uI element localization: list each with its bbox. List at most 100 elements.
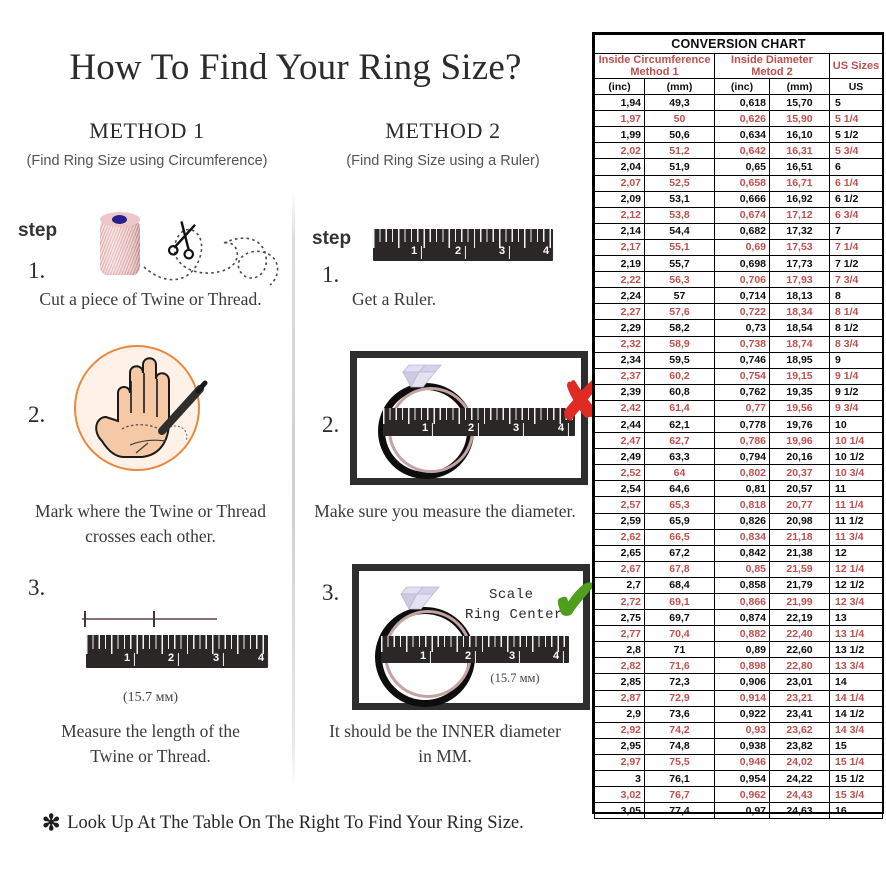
cell-us-size: 10 1/4: [829, 432, 883, 450]
cell-circumference-inches: 2,59: [594, 512, 645, 530]
cell-diameter-mm: 24,02: [769, 753, 830, 772]
group-header-line1: Inside Circumference: [598, 54, 711, 67]
table-row: 2,67 67,8 0,85 21,59 12 1/4: [594, 560, 883, 578]
table-row: 1,97 50 0,626 15,90 5 1/4: [594, 110, 883, 128]
cell-circumference-inches: 2,67: [594, 560, 645, 578]
cell-circumference-mm: 65,3: [644, 496, 715, 514]
cell-circumference-inches: 2,49: [594, 448, 645, 466]
cell-diameter-inches: 0,738: [714, 335, 770, 353]
cell-circumference-inches: 2,82: [594, 657, 645, 675]
cell-circumference-inches: 2,24: [594, 287, 645, 305]
cell-diameter-mm: 20,37: [769, 464, 830, 482]
table-row: 2,14 54,4 0,682 17,32 7: [594, 222, 883, 240]
method-2-column: METHOD 2 (Find Ring Size using a Ruler): [298, 118, 588, 169]
ruler-tick-2: 2: [454, 245, 467, 260]
table-row: 2,27 57,6 0,722 18,34 8 1/4: [594, 303, 883, 321]
cell-diameter-mm: 21,79: [769, 576, 830, 595]
ruler-icon-method2-step3: 1 2 3 4: [381, 636, 569, 664]
ruler-tick-1: 1: [410, 245, 423, 260]
cell-us-size: 7 1/4: [829, 238, 883, 257]
cell-us-size: 6 1/4: [829, 174, 883, 192]
table-row: 2,09 53,1 0,666 16,92 6 1/2: [594, 190, 883, 208]
scale-label-line1: Scale: [489, 587, 534, 603]
conversion-chart-title: CONVERSION CHART: [594, 34, 883, 54]
cell-circumference-inches: 2,12: [594, 206, 645, 224]
cell-diameter-inches: 0,898: [714, 657, 770, 675]
cell-diameter-mm: 22,60: [769, 641, 830, 659]
unit-header-circ-inc: (inc): [594, 77, 645, 96]
table-row: 2,29 58,2 0,73 18,54 8 1/2: [594, 319, 883, 337]
cell-diameter-inches: 0,906: [714, 673, 770, 691]
cell-us-size: 8 1/2: [829, 319, 883, 337]
cell-us-size: 6 1/2: [829, 190, 883, 208]
cell-diameter-mm: 23,41: [769, 705, 830, 723]
cell-us-size: 12 1/4: [829, 560, 883, 578]
cell-diameter-inches: 0,69: [714, 238, 770, 257]
table-row: 2,62 66,5 0,834 21,18 11 3/4: [594, 528, 883, 546]
twine-spool-scissors-icon: [88, 205, 293, 290]
cell-diameter-mm: 20,77: [769, 496, 830, 514]
table-row: 2,75 69,7 0,874 22,19 13: [594, 609, 883, 627]
cell-circumference-inches: 2,9: [594, 705, 645, 723]
cell-diameter-inches: 0,954: [714, 770, 770, 788]
cell-circumference-inches: 2,39: [594, 383, 645, 401]
cell-us-size: 15: [829, 737, 883, 755]
cell-diameter-mm: 23,62: [769, 721, 830, 739]
cell-diameter-mm: 17,53: [769, 238, 830, 257]
cell-diameter-mm: 21,99: [769, 592, 830, 611]
cell-diameter-mm: 22,19: [769, 609, 830, 627]
table-row: 2,72 69,1 0,866 21,99 12 3/4: [594, 592, 883, 611]
cell-circumference-inches: 2,77: [594, 625, 645, 643]
table-row: 2,37 60,2 0,754 19,15 9 1/4: [594, 367, 883, 385]
cell-diameter-mm: 16,10: [769, 126, 830, 144]
method-1-step-2-caption-line2: crosses each other.: [85, 526, 216, 546]
cell-diameter-inches: 0,826: [714, 512, 770, 530]
table-row: 2,34 59,5 0,746 18,95 9: [594, 351, 883, 369]
cell-us-size: 5 1/4: [829, 110, 883, 128]
cell-circumference-mm: 74,2: [644, 721, 715, 739]
conversion-table-body: 1,94 49,3 0,618 15,70 5 1,97 50 0,626 15,90 5 1/4…: [594, 94, 883, 820]
cell-diameter-inches: 0,874: [714, 609, 770, 627]
cell-diameter-inches: 0,946: [714, 753, 770, 772]
ruler-tick-4: 4: [542, 245, 555, 260]
method-1-step-3-caption-line1: Measure the length of the: [61, 721, 240, 741]
cell-diameter-mm: 21,18: [769, 528, 830, 546]
method-1-step-1-caption: Cut a piece of Twine or Thread.: [39, 289, 262, 309]
ruler-tick-4: 4: [557, 422, 570, 437]
cell-diameter-mm: 22,40: [769, 625, 830, 643]
instructions-panel: How To Find Your Ring Size? METHOD 1 (Fi…: [18, 47, 605, 835]
cell-circumference-mm: 55,7: [644, 255, 715, 273]
cell-circumference-mm: 58,9: [644, 335, 715, 353]
method-2-step-1-number: 1.: [322, 262, 340, 287]
cell-diameter-inches: 0,922: [714, 705, 770, 723]
cell-circumference-mm: 72,9: [644, 689, 715, 707]
cell-diameter-mm: 17,32: [769, 222, 830, 240]
table-row: 2,9 73,6 0,922 23,41 14 1/2: [594, 705, 883, 723]
cell-us-size: 16: [829, 802, 883, 820]
cell-circumference-mm: 59,5: [644, 351, 715, 369]
cell-us-size: 7: [829, 222, 883, 240]
cell-diameter-mm: 19,76: [769, 415, 830, 434]
conversion-table: CONVERSION CHART Inside Circumference Me…: [594, 34, 883, 820]
table-row: 2,24 57 0,714 18,13 8: [594, 287, 883, 305]
table-row: 2,22 56,3 0,706 17,93 7 3/4: [594, 271, 883, 289]
diamond-icon: [402, 364, 442, 388]
method-2-step-word: step: [312, 228, 352, 249]
table-row: 2,87 72,9 0,914 23,21 14 1/4: [594, 689, 883, 707]
cell-diameter-inches: 0,97: [714, 802, 770, 820]
cell-diameter-inches: 0,754: [714, 367, 770, 385]
table-row: 2,54 64,6 0,81 20,57 11: [594, 480, 883, 498]
method-1-subtitle: (Find Ring Size using Circumference): [26, 153, 268, 169]
unit-header-dia-inc: (inc): [714, 77, 770, 96]
cell-circumference-inches: 2,75: [594, 609, 645, 627]
cell-circumference-inches: 2,27: [594, 303, 645, 321]
cell-us-size: 11 3/4: [829, 528, 883, 546]
footer-note: Look Up At The Table On The Right To Fin…: [67, 813, 524, 833]
table-row: 2,42 61,4 0,77 19,56 9 3/4: [594, 399, 883, 417]
cell-circumference-mm: 72,3: [644, 673, 715, 691]
cell-us-size: 14 1/2: [829, 705, 883, 723]
group-header-line1: Inside Diameter: [731, 54, 813, 67]
cell-diameter-mm: 22,80: [769, 657, 830, 675]
cell-diameter-mm: 18,54: [769, 319, 830, 337]
cell-diameter-inches: 0,762: [714, 383, 770, 401]
